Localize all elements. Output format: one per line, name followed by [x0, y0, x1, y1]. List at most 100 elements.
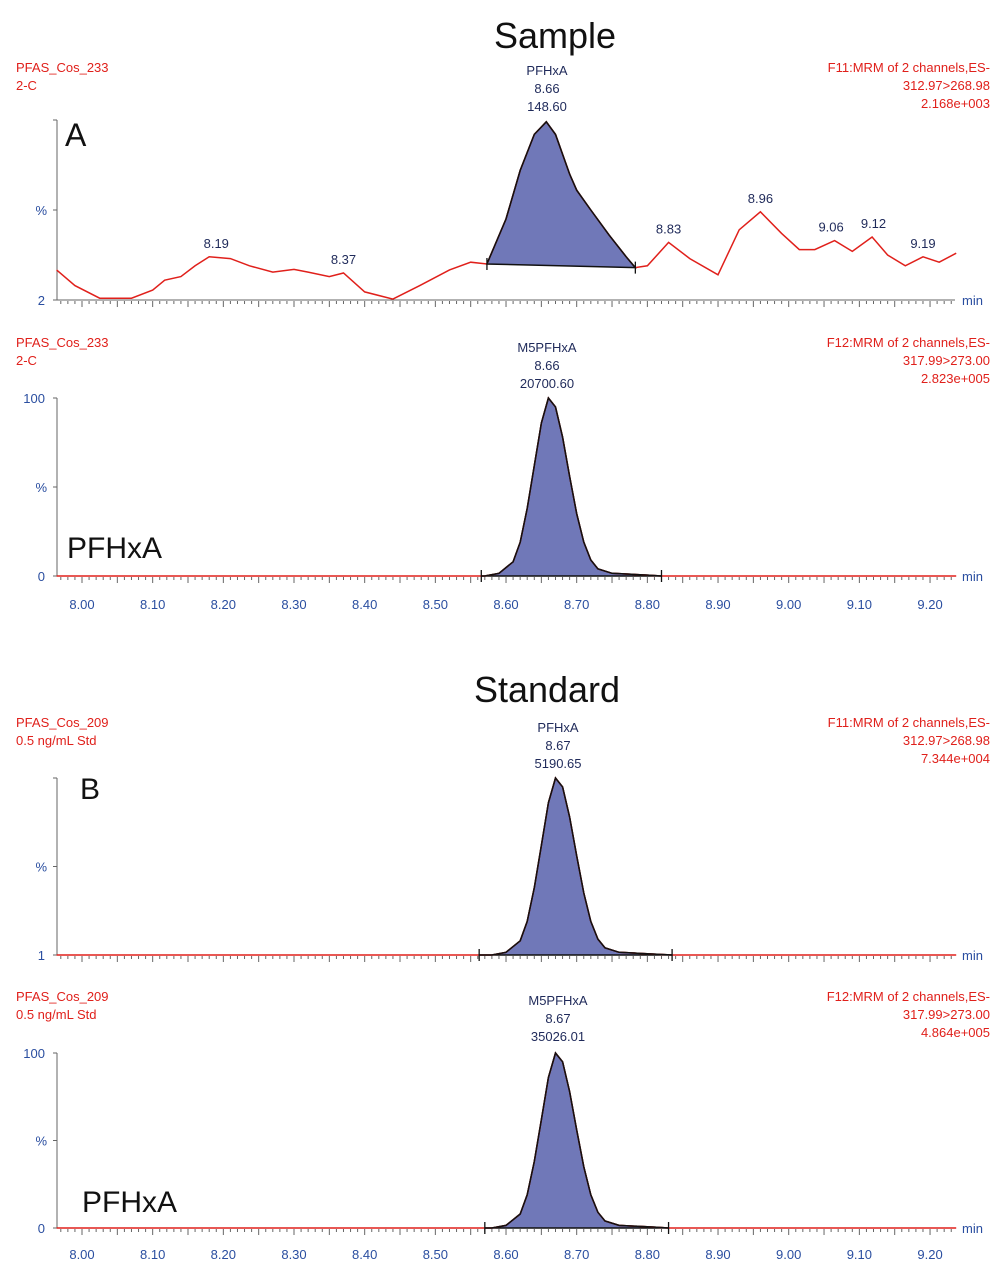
x-axis-unit: min: [962, 1221, 983, 1236]
channel-info: 317.99>273.00: [903, 353, 990, 368]
integrated-peak-area: [485, 120, 637, 269]
y-tick-label: 0: [38, 569, 45, 584]
y-axis-label: %: [35, 860, 47, 875]
x-tick-label: 8.60: [493, 1247, 518, 1262]
x-tick-label: 8.00: [69, 1247, 94, 1262]
y-axis-label: %: [35, 1134, 47, 1149]
channel-info: F12:MRM of 2 channels,ES-: [827, 989, 990, 1004]
peak-outline: [486, 120, 636, 269]
x-tick-label: 8.20: [211, 1247, 236, 1262]
channel-info: 317.99>273.00: [903, 1007, 990, 1022]
peak-annotation: 9.19: [910, 236, 935, 251]
integrated-peak-area: [484, 1051, 669, 1229]
chromatogram-trace: [56, 1051, 957, 1229]
x-tick-label: 8.90: [705, 597, 730, 612]
sample-info: 0.5 ng/mL Std: [16, 733, 96, 748]
x-tick-label: 8.20: [211, 597, 236, 612]
y-axis-label: %: [35, 203, 47, 218]
peak-annotation: 8.83: [656, 221, 681, 236]
chromatogram-panel-3: Standard PFAS_Cos_209 0.5 ng/mL Std F11:MRM…: [16, 669, 990, 963]
panel-label: B: [80, 773, 100, 806]
chromatogram-panel-2: PFAS_Cos_233 2-C F12:MRM of 2 channels,ES-…: [16, 335, 990, 612]
panel-label: PFHxA: [82, 1186, 177, 1219]
peak-annotation: 9.12: [861, 216, 886, 231]
y-tick-label: 1: [38, 948, 45, 963]
channel-info: F11:MRM of 2 channels,ES-: [828, 715, 990, 730]
peak-label: M5PFHxA: [528, 993, 588, 1008]
peak-label: 5190.65: [535, 756, 582, 771]
peak-outline: [479, 776, 673, 956]
peak-outline: [484, 1051, 669, 1229]
sample-info: PFAS_Cos_233: [16, 60, 109, 75]
x-tick-label: 9.20: [917, 597, 942, 612]
x-tick-label: 8.50: [423, 597, 448, 612]
peak-annotation: 8.37: [331, 252, 356, 267]
channel-info: 312.97>268.98: [903, 733, 990, 748]
peak-label: 8.66: [534, 81, 559, 96]
peak-annotation: 9.06: [818, 220, 843, 235]
peak-label: M5PFHxA: [517, 340, 577, 355]
chromatogram-trace: [56, 120, 957, 300]
sample-info: PFAS_Cos_209: [16, 989, 109, 1004]
x-tick-label: 9.00: [776, 597, 801, 612]
x-axis-unit: min: [962, 293, 983, 308]
x-tick-label: 8.10: [140, 1247, 165, 1262]
peak-outline: [481, 396, 662, 577]
channel-info: 2.168e+003: [921, 96, 990, 111]
integrated-peak-area: [479, 776, 673, 956]
x-axis-unit: min: [962, 569, 983, 584]
sample-info: 0.5 ng/mL Std: [16, 1007, 96, 1022]
channel-info: 4.864e+005: [921, 1025, 990, 1040]
chromatogram-trace: [56, 396, 957, 577]
channel-info: F12:MRM of 2 channels,ES-: [827, 335, 990, 350]
chromatogram-panel-1: Sample PFAS_Cos_233 2-C F11:MRM of 2 channe…: [16, 15, 990, 308]
channel-info: 7.344e+004: [921, 751, 990, 766]
y-tick-label: 100: [23, 391, 45, 406]
y-axis-label: %: [35, 480, 47, 495]
sample-info: 2-C: [16, 353, 37, 368]
peak-label: 148.60: [527, 99, 567, 114]
channel-info: F11:MRM of 2 channels,ES-: [828, 60, 990, 75]
sample-info: PFAS_Cos_233: [16, 335, 109, 350]
x-tick-label: 8.70: [564, 1247, 589, 1262]
panel-label: A: [65, 117, 87, 153]
x-tick-label: 8.10: [140, 597, 165, 612]
x-tick-label: 8.30: [281, 597, 306, 612]
peak-label: 8.66: [534, 358, 559, 373]
panel-label: PFHxA: [67, 532, 162, 565]
x-tick-label: 9.20: [917, 1247, 942, 1262]
peak-label: 35026.01: [531, 1029, 585, 1044]
x-axis-unit: min: [962, 948, 983, 963]
peak-annotation: 8.96: [748, 191, 773, 206]
peak-label: PFHxA: [537, 720, 579, 735]
x-tick-label: 8.80: [635, 597, 660, 612]
y-tick-label: 0: [38, 1221, 45, 1236]
x-tick-label: 8.70: [564, 597, 589, 612]
x-tick-label: 8.50: [423, 1247, 448, 1262]
channel-info: 312.97>268.98: [903, 78, 990, 93]
x-tick-label: 8.60: [493, 597, 518, 612]
peak-label: 8.67: [545, 1011, 570, 1026]
x-tick-label: 8.90: [705, 1247, 730, 1262]
y-tick-label: 100: [23, 1046, 45, 1061]
y-tick-label: 2: [38, 293, 45, 308]
x-tick-label: 8.00: [69, 597, 94, 612]
peak-label: 20700.60: [520, 376, 574, 391]
section-title: Sample: [494, 15, 616, 56]
x-tick-label: 9.10: [847, 1247, 872, 1262]
x-tick-label: 8.80: [635, 1247, 660, 1262]
x-tick-label: 8.40: [352, 1247, 377, 1262]
section-title: Standard: [474, 669, 620, 710]
channel-info: 2.823e+005: [921, 371, 990, 386]
sample-info: 2-C: [16, 78, 37, 93]
x-tick-label: 8.30: [281, 1247, 306, 1262]
chromatogram-panel-4: PFAS_Cos_209 0.5 ng/mL Std F12:MRM of 2 ch…: [16, 989, 990, 1262]
x-tick-label: 9.10: [847, 597, 872, 612]
peak-annotation: 8.19: [204, 236, 229, 251]
peak-label: 8.67: [545, 738, 570, 753]
sample-info: PFAS_Cos_209: [16, 715, 109, 730]
x-tick-label: 8.40: [352, 597, 377, 612]
x-tick-label: 9.00: [776, 1247, 801, 1262]
chromatogram-trace: [56, 776, 957, 956]
